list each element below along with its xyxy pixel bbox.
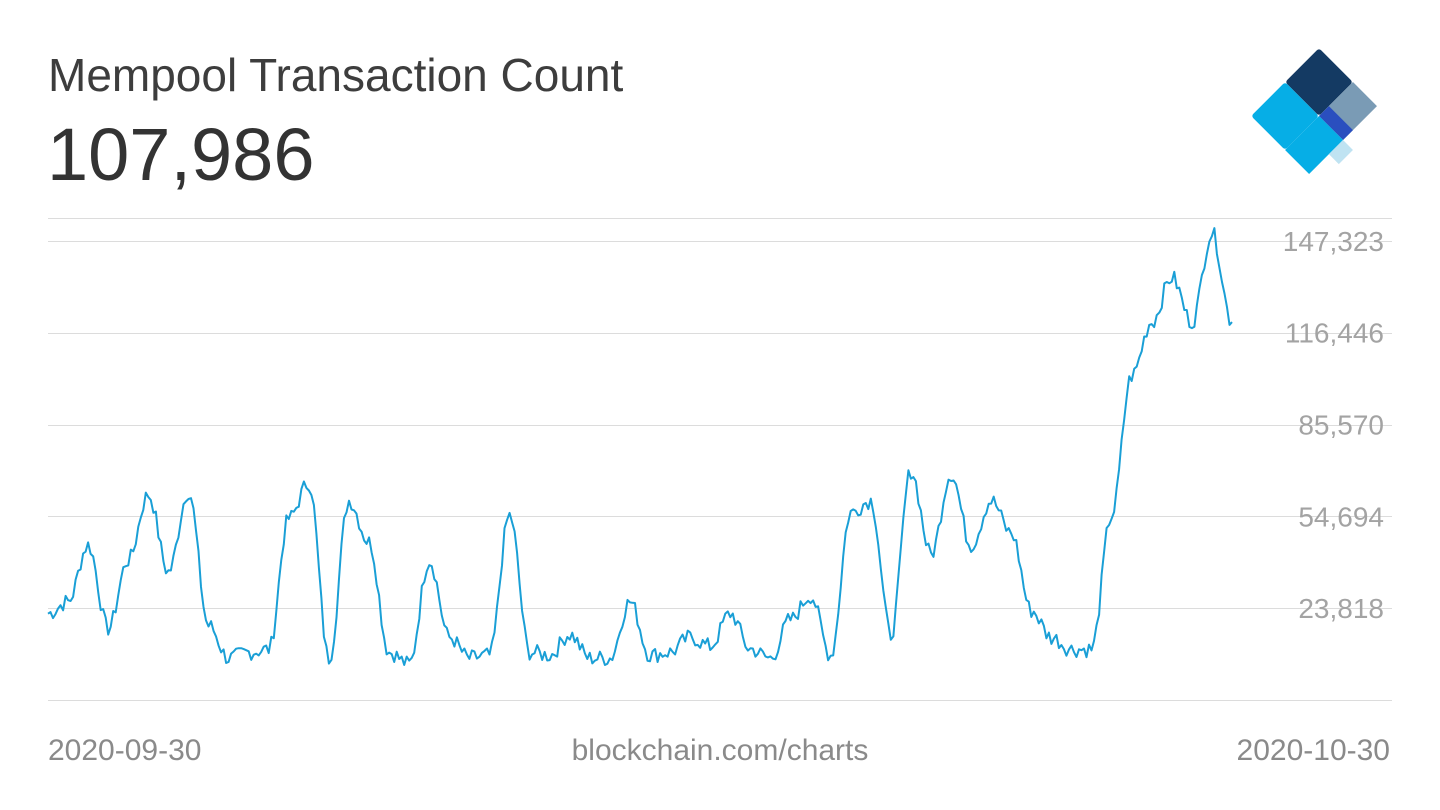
logo-tile-light-blue [1328,140,1353,165]
source-label: blockchain.com/charts [571,734,869,767]
end-date-label: 2020-10-30 [1236,734,1390,767]
series-line [47,227,1233,666]
y-tick-label: 85,570 [1298,410,1384,441]
start-date-label: 2020-09-30 [48,734,202,767]
y-tick-label: 54,694 [1298,501,1384,532]
logo-tile-cyan [1252,83,1318,149]
y-tick-label: 147,323 [1283,226,1384,257]
y-tick-label: 116,446 [1285,318,1384,349]
current-value: 107,986 [47,113,315,196]
y-tick-label: 23,818 [1298,593,1384,624]
logo-tile-royal-blue [1319,106,1353,141]
logo-tile-dark-navy [1286,49,1352,115]
logo-tile-cyan-right [1285,116,1344,174]
chart-title: Mempool Transaction Count [48,49,624,101]
blockchain-diamond-logo-icon [1252,49,1377,174]
